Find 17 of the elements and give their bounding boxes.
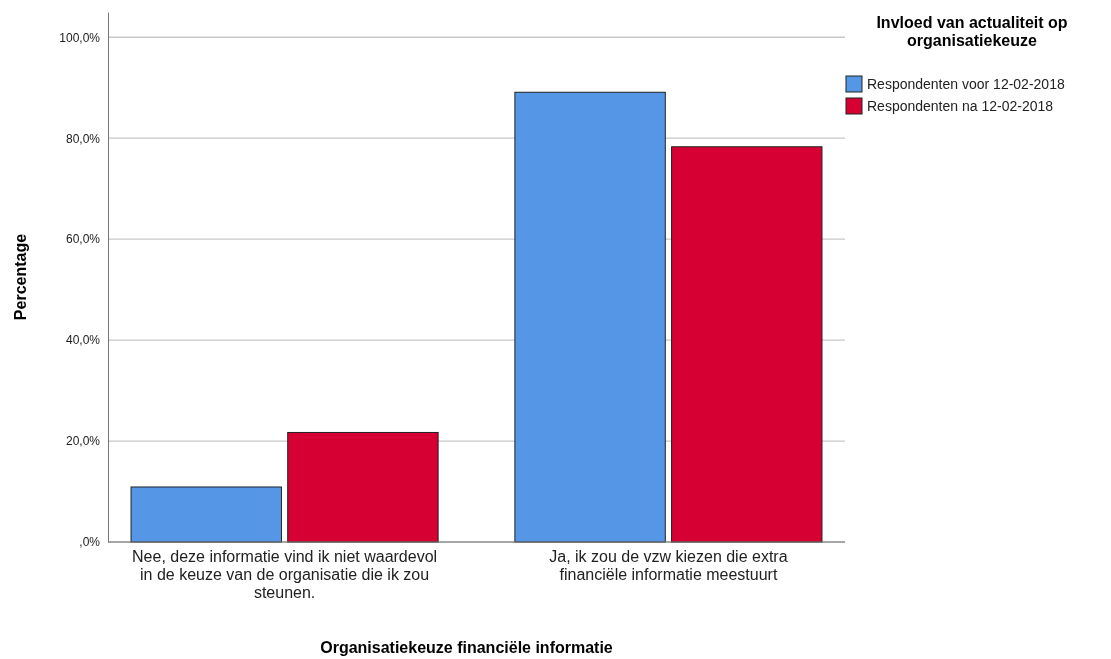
x-axis-title: Organisatiekeuze financiële informatie (320, 639, 613, 656)
bar (287, 431, 439, 543)
y-tick-label: 20,0% (65, 434, 101, 449)
bar (514, 91, 666, 543)
bar (130, 486, 282, 543)
y-tick-label: 60,0% (65, 232, 101, 247)
y-tick-label: ,0% (79, 535, 101, 550)
x-tick-label: Nee, deze informatie vind ik niet waardevol in de keuze van de organisatie die ik zou steunen. (132, 548, 438, 601)
y-axis-title: Percentage (12, 233, 29, 321)
x-tick-label: Ja, ik zou de vzw kiezen die extra financiële informatie meestuurt (549, 548, 788, 583)
y-tick-label: 40,0% (65, 333, 101, 348)
legend-label: Respondenten voor 12-02-2018 (867, 76, 1065, 92)
bar (671, 146, 823, 543)
legend-label: Respondenten na 12-02-2018 (867, 98, 1054, 114)
legend-title: Invloed van actualiteit op organisatiekeuze (876, 14, 1068, 49)
y-tick-label: 80,0% (65, 131, 101, 146)
y-tick-label: 100,0% (59, 30, 101, 45)
